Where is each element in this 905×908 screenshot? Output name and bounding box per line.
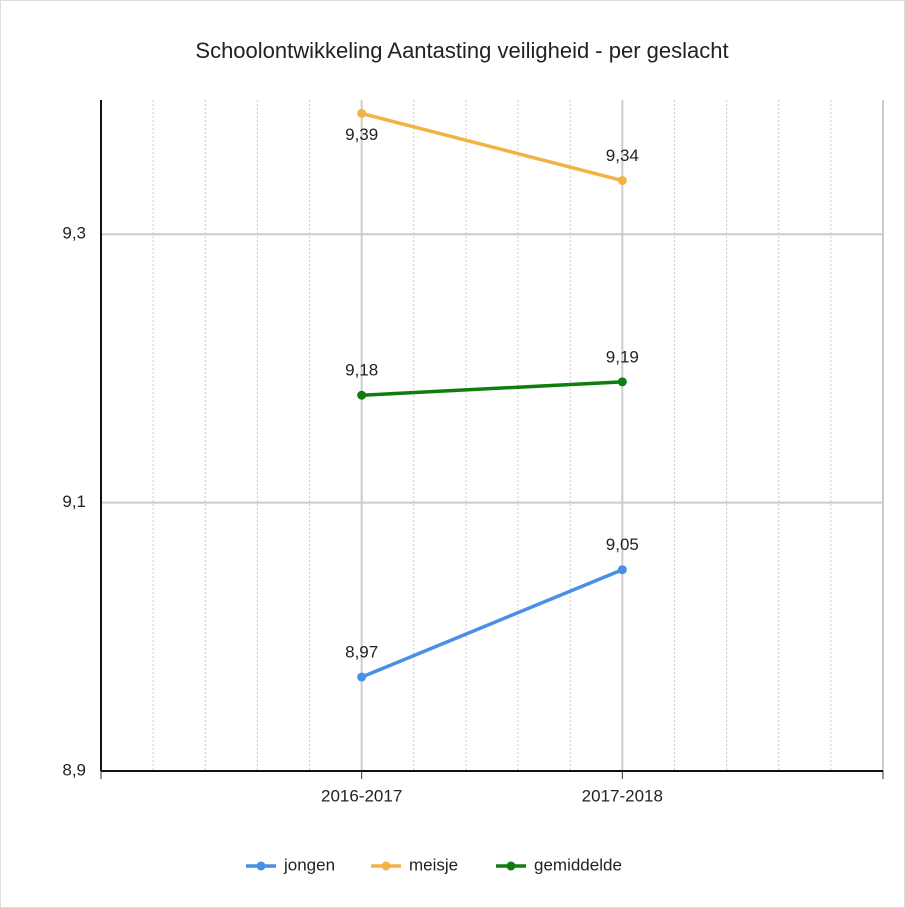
point (357, 672, 367, 682)
x-tick-label: 2016-2017 (321, 786, 402, 805)
data-label: 9,39 (345, 125, 378, 144)
point (617, 176, 627, 186)
y-tick-label: 8,9 (62, 760, 86, 779)
y-tick-label: 9,3 (62, 224, 86, 243)
data-label: 9,19 (606, 347, 639, 366)
y-tick-label: 9,1 (62, 492, 86, 511)
data-label: 8,97 (345, 643, 378, 662)
point (617, 377, 627, 387)
legend-dot (506, 861, 516, 871)
series-line (361, 111, 623, 183)
x-tick-label: 2017-2018 (582, 786, 663, 805)
legend-label: meisje (409, 855, 458, 874)
legend-label: gemiddelde (534, 855, 622, 874)
point (357, 390, 367, 400)
chart-title: Schoolontwikkeling Aantasting veiligheid… (195, 38, 728, 63)
data-label: 9,18 (345, 361, 378, 380)
point (617, 565, 627, 575)
legend-dot (381, 861, 391, 871)
legend-dot (256, 861, 266, 871)
series-line (361, 380, 623, 397)
data-label: 9,05 (606, 535, 639, 554)
legend-label: jongen (283, 855, 335, 874)
point (357, 108, 367, 118)
series-line (361, 568, 623, 679)
data-label: 9,34 (606, 146, 639, 165)
